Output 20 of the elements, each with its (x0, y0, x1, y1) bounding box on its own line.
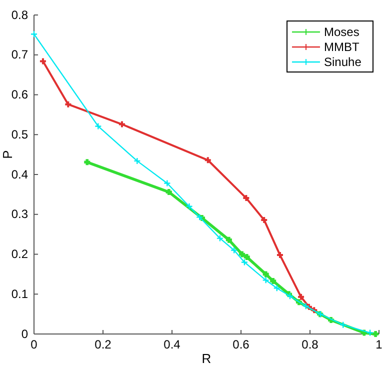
x-tick-label: 0 (30, 338, 38, 352)
x-tick-label: 0.8 (302, 338, 319, 352)
y-tick-label: 0.2 (11, 247, 28, 262)
y-tick-label: 0 (21, 326, 28, 341)
legend-label: Moses (324, 25, 360, 39)
x-tick-label: 1 (376, 338, 383, 352)
legend-label: MMBT (324, 40, 360, 54)
legend-label: Sinuhe (324, 55, 362, 69)
y-tick-label: 0.8 (11, 8, 28, 22)
y-tick-label: 0.7 (11, 48, 28, 62)
x-tick-label: 0.2 (94, 338, 112, 352)
x-tick-label: 0.4 (164, 338, 181, 352)
y-tick-label: 0.6 (11, 88, 28, 102)
y-tick-label: 0.4 (11, 167, 28, 182)
y-tick-label: 0.3 (11, 207, 28, 222)
y-tick-label: 0.1 (11, 286, 28, 301)
y-tick-label: 0.5 (11, 127, 28, 142)
y-axis-title: P (0, 150, 15, 159)
x-axis-title: R (202, 351, 212, 366)
x-tick-label: 0.6 (232, 338, 250, 352)
